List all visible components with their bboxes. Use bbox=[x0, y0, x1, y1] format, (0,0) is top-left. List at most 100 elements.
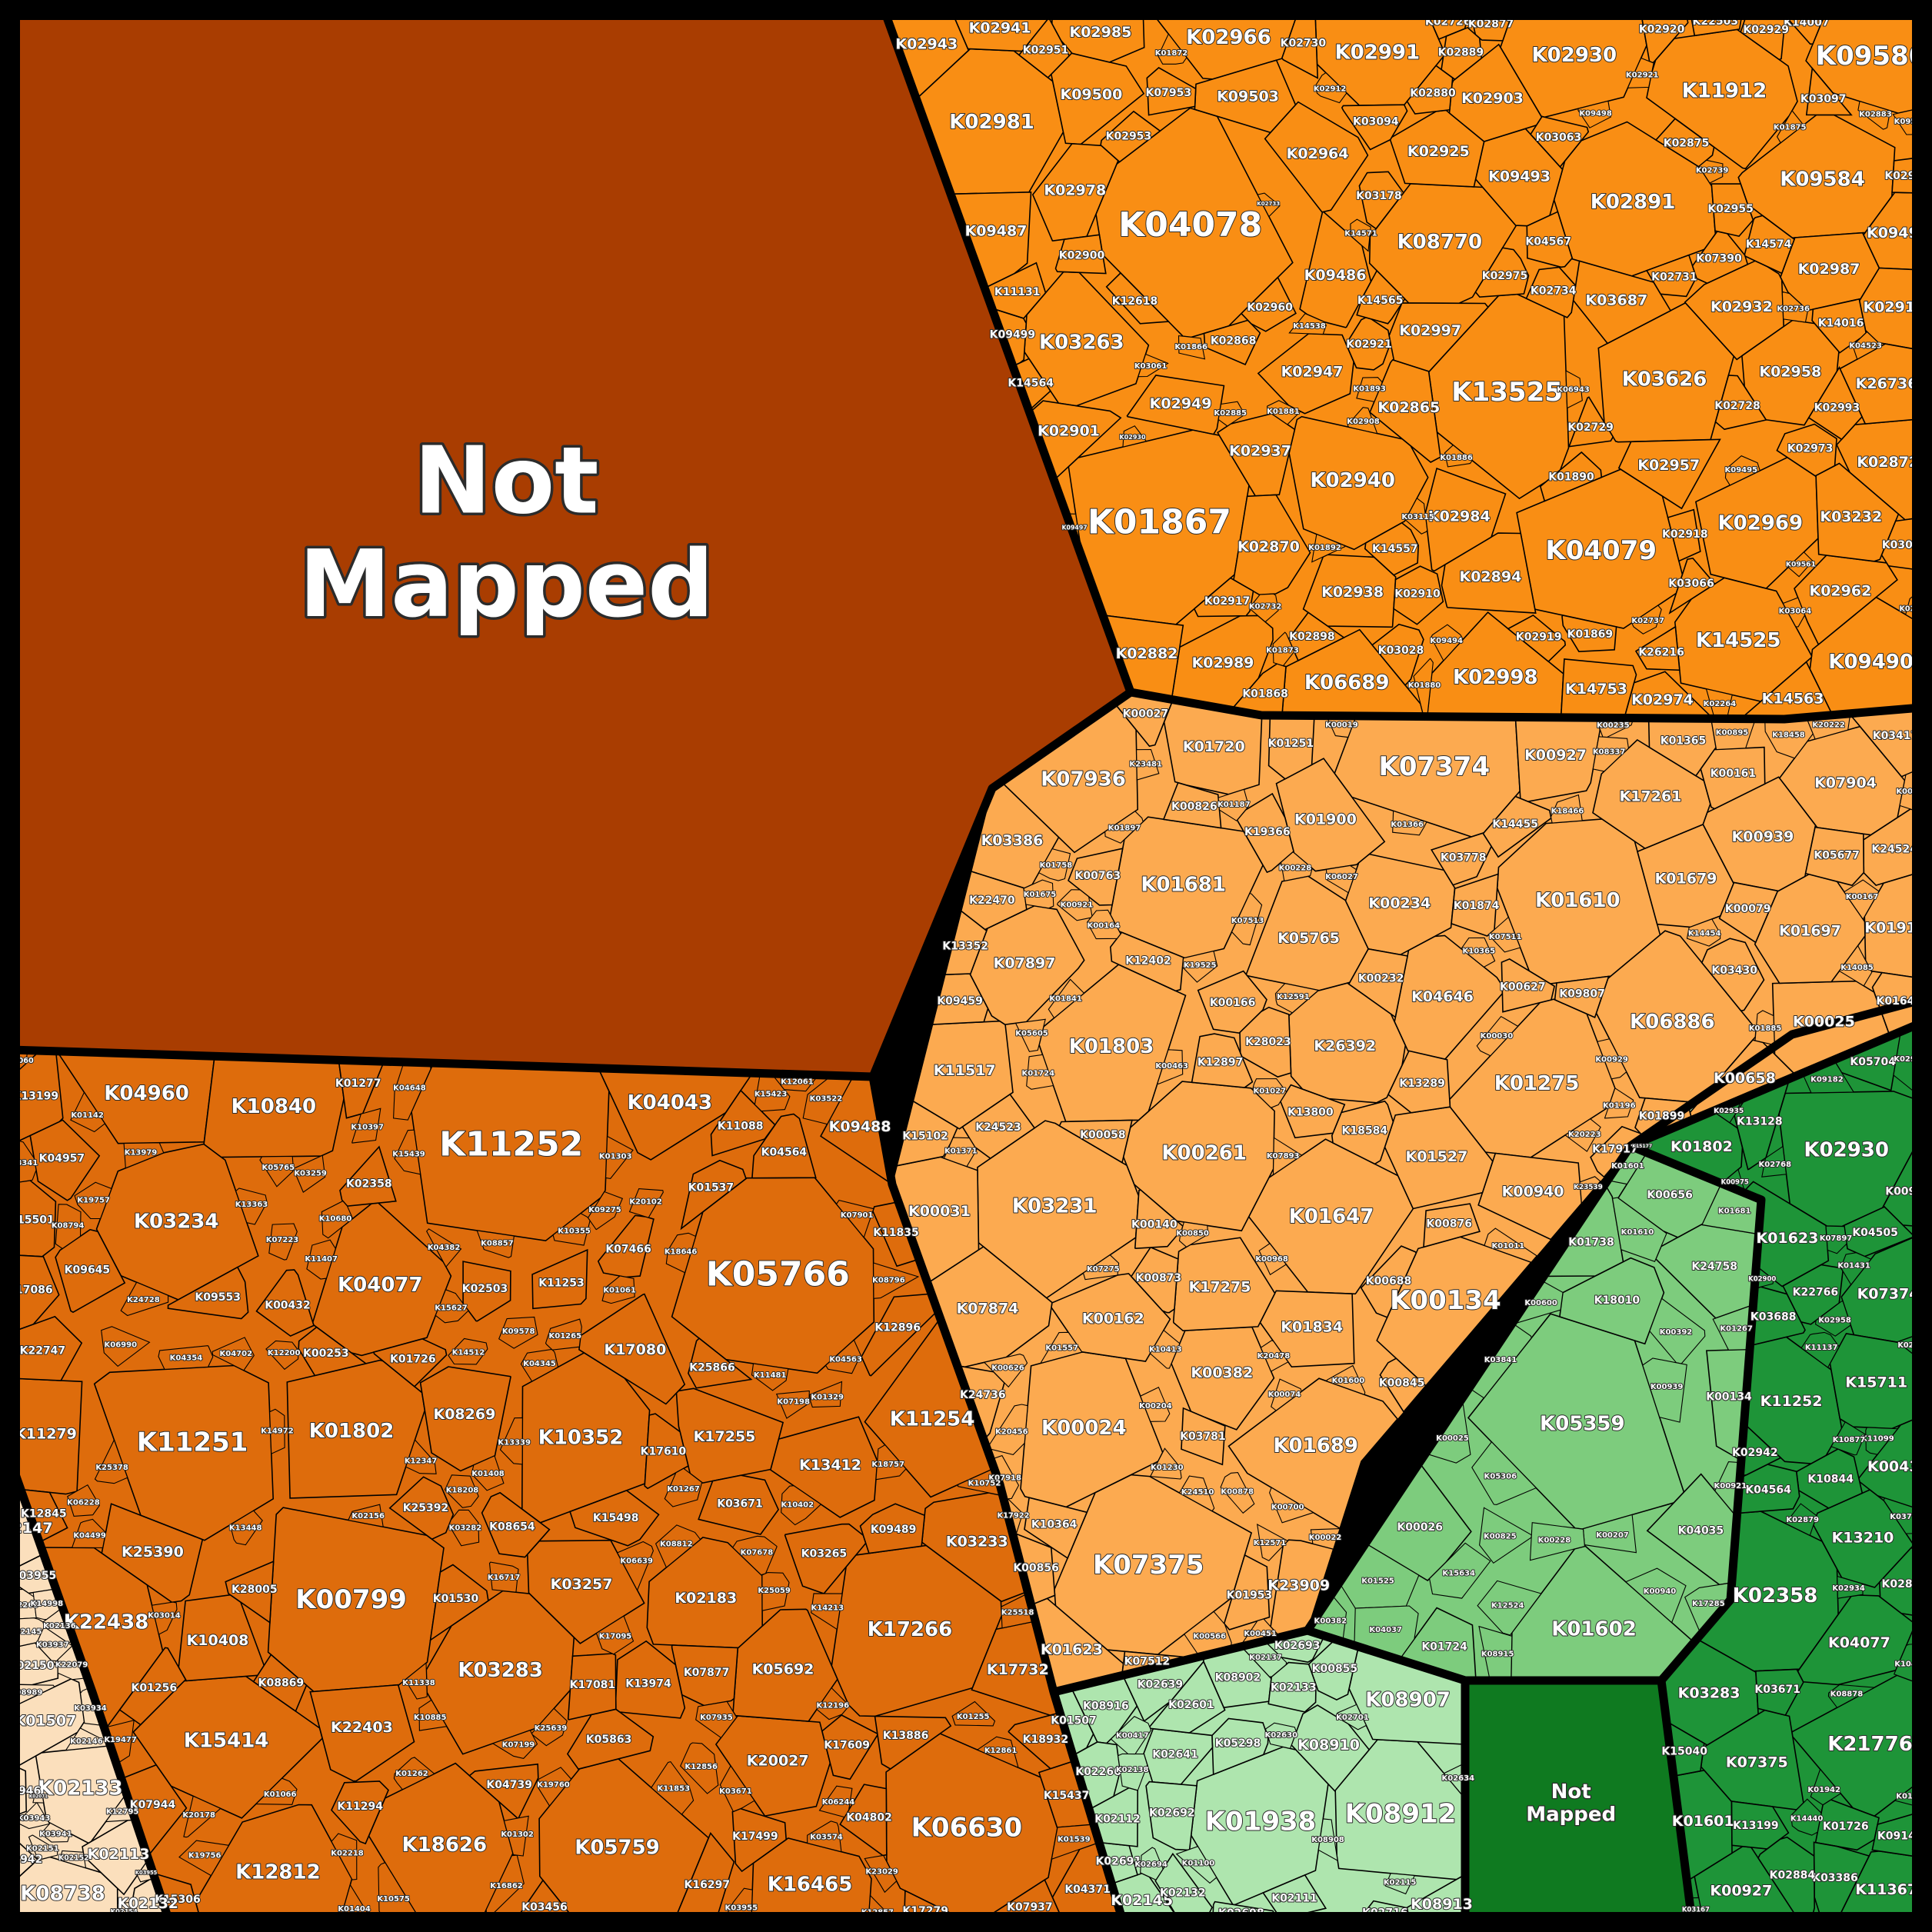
voronoi-cell[interactable] bbox=[418, 1699, 448, 1731]
voronoi-cell[interactable] bbox=[306, 1239, 336, 1280]
voronoi-cell[interactable] bbox=[1667, 508, 1701, 562]
voronoi-cell[interactable] bbox=[331, 1780, 389, 1845]
voronoi-cell[interactable] bbox=[1026, 1054, 1054, 1090]
voronoi-cell[interactable] bbox=[931, 973, 989, 1025]
voronoi-cell[interactable] bbox=[1023, 879, 1054, 909]
voronoi-cell[interactable] bbox=[1048, 978, 1085, 1019]
voronoi-cell[interactable] bbox=[1582, 1514, 1637, 1554]
voronoi-cell[interactable] bbox=[1642, 1357, 1687, 1423]
voronoi-cell[interactable] bbox=[1830, 1421, 1866, 1456]
voronoi-cell[interactable] bbox=[1275, 758, 1386, 872]
voronoi-cell[interactable] bbox=[927, 1246, 1053, 1368]
voronoi-cell[interactable] bbox=[255, 1777, 298, 1805]
voronoi-cell[interactable] bbox=[67, 1484, 101, 1517]
voronoi-cell[interactable] bbox=[292, 1154, 326, 1193]
voronoi-cell[interactable] bbox=[481, 1491, 551, 1558]
voronoi-cell[interactable] bbox=[1865, 1427, 1899, 1455]
voronoi-cell[interactable] bbox=[1231, 892, 1263, 946]
voronoi-cell[interactable] bbox=[1744, 215, 1795, 275]
voronoi-cell[interactable] bbox=[101, 1326, 151, 1367]
voronoi-cell[interactable] bbox=[1617, 438, 1721, 510]
voronoi-cell[interactable] bbox=[1592, 736, 1629, 772]
voronoi-cell[interactable] bbox=[444, 1474, 479, 1508]
voronoi-cell[interactable] bbox=[1724, 455, 1760, 486]
voronoi-cell[interactable] bbox=[1441, 26, 1483, 81]
voronoi-cell[interactable] bbox=[1335, 1704, 1367, 1730]
voronoi-cell[interactable] bbox=[595, 1615, 635, 1655]
voronoi-cell[interactable] bbox=[1178, 1221, 1209, 1247]
voronoi-cell[interactable] bbox=[1326, 1364, 1366, 1396]
voronoi-cell[interactable] bbox=[235, 1188, 268, 1225]
voronoi-cell[interactable] bbox=[178, 1840, 230, 1877]
voronoi-cell[interactable] bbox=[331, 1833, 358, 1880]
voronoi-cell[interactable] bbox=[1387, 1050, 1451, 1114]
voronoi-cell[interactable] bbox=[269, 1408, 285, 1455]
voronoi-cell[interactable] bbox=[1757, 1836, 1816, 1922]
voronoi-cell[interactable] bbox=[1539, 451, 1603, 502]
voronoi-cell[interactable] bbox=[1264, 101, 1369, 213]
voronoi-cell[interactable] bbox=[1800, 1331, 1840, 1368]
voronoi-cell[interactable] bbox=[545, 1318, 582, 1351]
voronoi-cell[interactable] bbox=[1146, 67, 1197, 116]
voronoi-cell[interactable] bbox=[665, 1232, 697, 1274]
voronoi-cell[interactable] bbox=[715, 1715, 831, 1817]
voronoi-cell[interactable] bbox=[1371, 623, 1424, 687]
voronoi-cell[interactable] bbox=[1140, 1386, 1171, 1422]
voronoi-cell[interactable] bbox=[485, 1854, 525, 1921]
voronoi-cell[interactable] bbox=[1700, 746, 1766, 810]
voronoi-cell[interactable] bbox=[1631, 605, 1662, 635]
voronoi-cell[interactable] bbox=[986, 1404, 1028, 1456]
voronoi-cell[interactable] bbox=[688, 1337, 753, 1389]
voronoi-cell[interactable] bbox=[1423, 1203, 1481, 1248]
voronoi-cell[interactable] bbox=[158, 1345, 214, 1370]
voronoi-cell[interactable] bbox=[1057, 889, 1093, 921]
voronoi-cell[interactable] bbox=[835, 1199, 874, 1239]
voronoi-cell[interactable] bbox=[1781, 291, 1809, 323]
voronoi-cell[interactable] bbox=[1844, 879, 1880, 921]
voronoi-cell[interactable] bbox=[1325, 864, 1357, 894]
voronoi-cell[interactable] bbox=[1782, 597, 1806, 628]
voronoi-cell[interactable] bbox=[1341, 104, 1408, 151]
voronoi-cell[interactable] bbox=[1790, 1798, 1822, 1836]
voronoi-cell[interactable] bbox=[1360, 1245, 1417, 1318]
voronoi-cell[interactable] bbox=[74, 1181, 112, 1220]
voronoi-cell[interactable] bbox=[864, 1854, 898, 1894]
voronoi-cell[interactable] bbox=[1217, 788, 1249, 821]
voronoi-cell[interactable] bbox=[388, 1476, 455, 1541]
voronoi-cell[interactable] bbox=[1565, 370, 1583, 409]
voronoi-cell[interactable] bbox=[1181, 950, 1218, 983]
voronoi-cell[interactable] bbox=[1317, 1818, 1338, 1862]
voronoi-cell[interactable] bbox=[1227, 1377, 1399, 1530]
voronoi-cell[interactable] bbox=[1299, 211, 1372, 328]
voronoi-cell[interactable] bbox=[1350, 218, 1371, 252]
voronoi-cell[interactable] bbox=[255, 1269, 315, 1337]
voronoi-cell[interactable] bbox=[1487, 916, 1521, 953]
voronoi-cell[interactable] bbox=[1331, 1100, 1394, 1165]
voronoi-cell[interactable] bbox=[601, 1275, 635, 1304]
voronoi-cell[interactable] bbox=[1104, 811, 1144, 844]
voronoi-cell[interactable] bbox=[1474, 247, 1530, 298]
voronoi-cell[interactable] bbox=[1431, 624, 1464, 661]
voronoi-cell[interactable] bbox=[951, 1700, 996, 1727]
voronoi-cell[interactable] bbox=[807, 1820, 842, 1853]
voronoi-cell[interactable] bbox=[1776, 109, 1804, 144]
voronoi-cell[interactable] bbox=[1267, 1661, 1317, 1713]
voronoi-cell[interactable] bbox=[503, 1815, 529, 1857]
voronoi-cell[interactable] bbox=[569, 1489, 660, 1547]
voronoi-cell[interactable] bbox=[1239, 1006, 1292, 1078]
voronoi-cell[interactable] bbox=[429, 1564, 489, 1642]
voronoi-cell[interactable] bbox=[751, 1113, 817, 1179]
voronoi-cell[interactable] bbox=[1245, 875, 1369, 991]
voronoi-cell[interactable] bbox=[578, 1293, 686, 1405]
voronoi-cell[interactable] bbox=[1482, 795, 1552, 858]
voronoi-cell[interactable] bbox=[471, 1455, 505, 1491]
voronoi-cell[interactable] bbox=[1829, 1333, 1922, 1430]
voronoi-cell[interactable] bbox=[1356, 377, 1383, 402]
voronoi-cell[interactable] bbox=[1158, 33, 1188, 65]
voronoi-cell[interactable] bbox=[1100, 110, 1161, 163]
voronoi-cell[interactable] bbox=[1369, 358, 1441, 463]
voronoi-cell[interactable] bbox=[731, 1807, 788, 1873]
voronoi-cell[interactable] bbox=[1714, 375, 1767, 431]
voronoi-cell[interactable] bbox=[1718, 881, 1779, 944]
voronoi-cell[interactable] bbox=[896, 1100, 958, 1167]
